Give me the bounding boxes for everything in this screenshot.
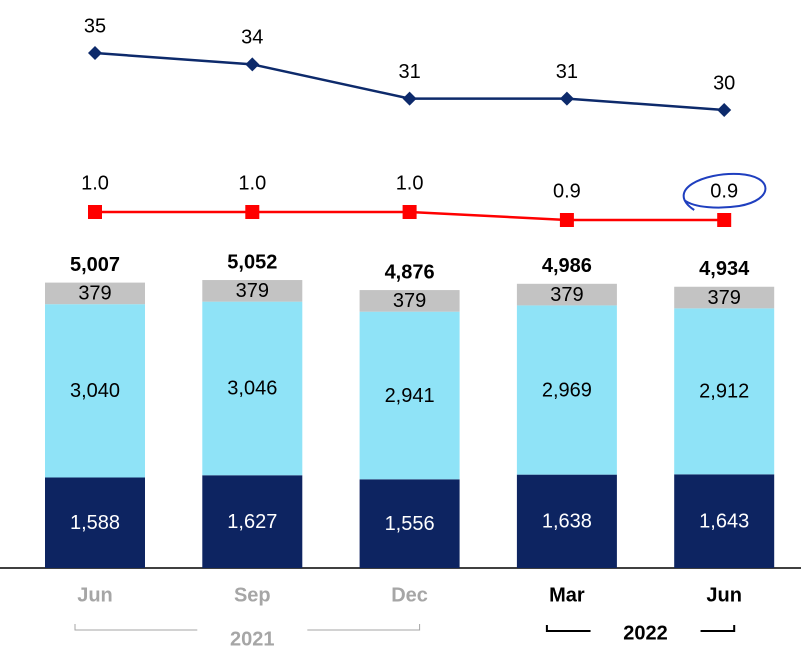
- bar-segment: [674, 474, 775, 568]
- group-bracket: [74, 624, 421, 631]
- annotation-circle: [682, 172, 767, 211]
- value-label: 2,941: [385, 385, 435, 407]
- marker: [402, 205, 417, 219]
- bar-segment: [516, 283, 617, 306]
- group-label: 2021: [230, 628, 275, 650]
- x-tick-label: Jun: [77, 584, 113, 606]
- marker: [402, 91, 417, 106]
- total-label: 5,007: [70, 254, 120, 276]
- bar-segment: [202, 475, 303, 568]
- value-label: 1,588: [70, 512, 120, 534]
- bar-segment: [45, 304, 145, 478]
- marker: [559, 91, 574, 106]
- line-label: 35: [84, 15, 106, 37]
- marker: [559, 213, 574, 227]
- group-label: 2022: [623, 622, 668, 644]
- value-label: 2,969: [542, 379, 592, 401]
- marker: [245, 57, 260, 72]
- x-tick-label: Dec: [391, 584, 428, 606]
- bar-segment: [359, 479, 460, 568]
- bar-segment: [674, 286, 775, 309]
- line-label: 1.0: [238, 172, 266, 194]
- total-label: 4,934: [699, 258, 750, 280]
- value-label: 1,556: [385, 513, 435, 535]
- x-tick-label: Sep: [234, 584, 271, 606]
- bar-segment: [359, 290, 460, 312]
- line-label: 1.0: [81, 172, 109, 194]
- line-label: 1.0: [396, 172, 424, 194]
- bar-segment: [516, 474, 617, 568]
- value-label: 1,643: [699, 510, 749, 532]
- x-tick-label: Mar: [549, 584, 585, 606]
- bar-segment: [45, 282, 145, 305]
- value-label: 379: [236, 280, 269, 302]
- bar-segment: [202, 280, 303, 302]
- line-label: 0.9: [710, 180, 738, 202]
- bar-segment: [202, 301, 303, 476]
- x-tick-label: Jun: [706, 584, 742, 606]
- bar-segment: [45, 477, 145, 568]
- bar-segment: [674, 308, 775, 475]
- marker: [717, 103, 732, 117]
- marker: [245, 205, 260, 219]
- total-label: 4,876: [385, 261, 435, 283]
- line-label: 30: [713, 72, 735, 94]
- bar-segment: [359, 311, 460, 480]
- total-label: 5,052: [227, 251, 277, 273]
- value-label: 1,627: [227, 511, 277, 533]
- value-label: 379: [708, 287, 741, 309]
- value-label: 3,040: [70, 380, 120, 402]
- bar-segment: [516, 305, 617, 475]
- line-label: 0.9: [553, 180, 581, 202]
- value-label: 2,912: [699, 381, 749, 403]
- total-label: 4,986: [542, 255, 592, 277]
- value-label: 3,046: [227, 378, 277, 400]
- marker: [88, 205, 102, 219]
- group-bracket: [545, 625, 736, 632]
- marker: [88, 46, 102, 60]
- value-label: 379: [78, 283, 111, 305]
- value-label: 1,638: [542, 511, 592, 533]
- line-label: 31: [556, 61, 578, 83]
- value-label: 379: [550, 284, 583, 306]
- marker: [717, 213, 732, 227]
- value-label: 379: [393, 290, 426, 312]
- line-label: 34: [241, 27, 263, 49]
- line-label: 31: [398, 61, 420, 83]
